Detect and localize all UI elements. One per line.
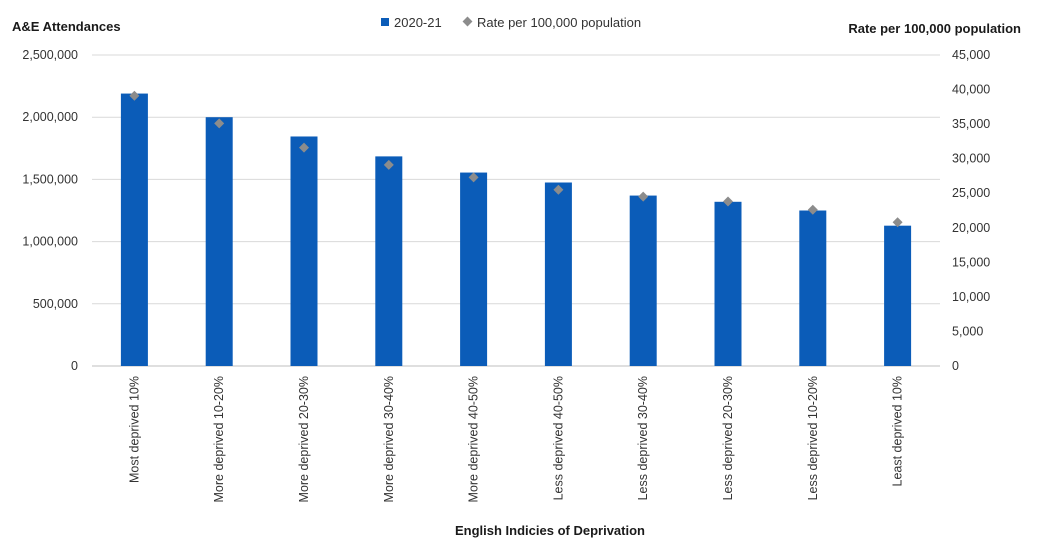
category-label: More deprived 10-20%: [212, 376, 226, 502]
bar: [799, 210, 827, 366]
bar: [460, 172, 488, 366]
bar: [714, 201, 742, 366]
rate-marker: [468, 172, 479, 183]
category-label: More deprived 20-30%: [297, 376, 311, 502]
legend-bar-swatch: [381, 18, 389, 26]
bar: [120, 93, 148, 367]
rate-marker: [807, 204, 818, 215]
legend-bar-label: 2020-21: [394, 15, 442, 30]
rate-marker: [892, 217, 903, 228]
bar: [205, 117, 233, 366]
gridlines: [92, 54, 940, 367]
bar: [290, 136, 318, 366]
legend-rate-label: Rate per 100,000 population: [477, 15, 641, 30]
right-axis-ticks: 0 5,000 10,000 15,000 20,000 25,000 30,000 35,0…: [952, 48, 990, 373]
right-tick-label: 0: [952, 359, 959, 373]
right-tick-label: 35,000: [952, 117, 990, 131]
rate-marker: [553, 184, 564, 195]
rate-marker: [129, 90, 140, 101]
category-label: Most deprived 10%: [127, 376, 141, 483]
category-axis-labels: Most deprived 10% More deprived 10-20% Mor…: [127, 376, 904, 502]
left-tick-label: 1,500,000: [22, 172, 78, 186]
right-tick-label: 30,000: [952, 152, 990, 166]
rate-marker: [723, 196, 733, 207]
left-axis-title: A&E Attendances: [12, 19, 121, 34]
left-tick-label: 0: [71, 359, 78, 373]
bar: [629, 195, 657, 366]
bar-series: [120, 93, 912, 367]
category-label: More deprived 30-40%: [382, 376, 396, 502]
left-axis-ticks: 0 500,000 1,000,000 1,500,000 2,000,000 2,500…: [22, 48, 78, 373]
right-tick-label: 25,000: [952, 186, 990, 200]
x-axis-title: English Indicies of Deprivation: [455, 523, 645, 538]
right-tick-label: 20,000: [952, 221, 990, 235]
right-tick-label: 40,000: [952, 83, 990, 97]
bar: [544, 182, 572, 366]
left-tick-label: 2,000,000: [22, 110, 78, 124]
left-tick-label: 500,000: [33, 297, 78, 311]
left-tick-label: 2,500,000: [22, 48, 78, 62]
left-tick-label: 1,000,000: [22, 235, 78, 249]
legend-diamond-swatch: [462, 16, 473, 27]
rate-marker: [383, 159, 394, 170]
rate-marker: [214, 118, 225, 129]
right-tick-label: 10,000: [952, 290, 990, 304]
category-label: Less deprived 40-50%: [551, 376, 565, 500]
rate-marker: [638, 191, 649, 202]
right-tick-label: 45,000: [952, 48, 990, 62]
category-label: More deprived 40-50%: [467, 376, 481, 502]
rate-marker: [299, 142, 309, 153]
legend: 2020-21 Rate per 100,000 population: [381, 15, 641, 30]
right-tick-label: 5,000: [952, 324, 983, 338]
category-label: Least deprived 10%: [891, 376, 905, 487]
rate-series: [129, 90, 903, 228]
bar: [375, 156, 403, 366]
bar: [884, 225, 912, 366]
category-label: Less deprived 30-40%: [636, 376, 650, 500]
right-axis-title: Rate per 100,000 population: [848, 21, 1021, 36]
category-label: Less deprived 20-30%: [721, 376, 735, 500]
category-label: Less deprived 10-20%: [806, 376, 820, 500]
right-tick-label: 15,000: [952, 255, 990, 269]
